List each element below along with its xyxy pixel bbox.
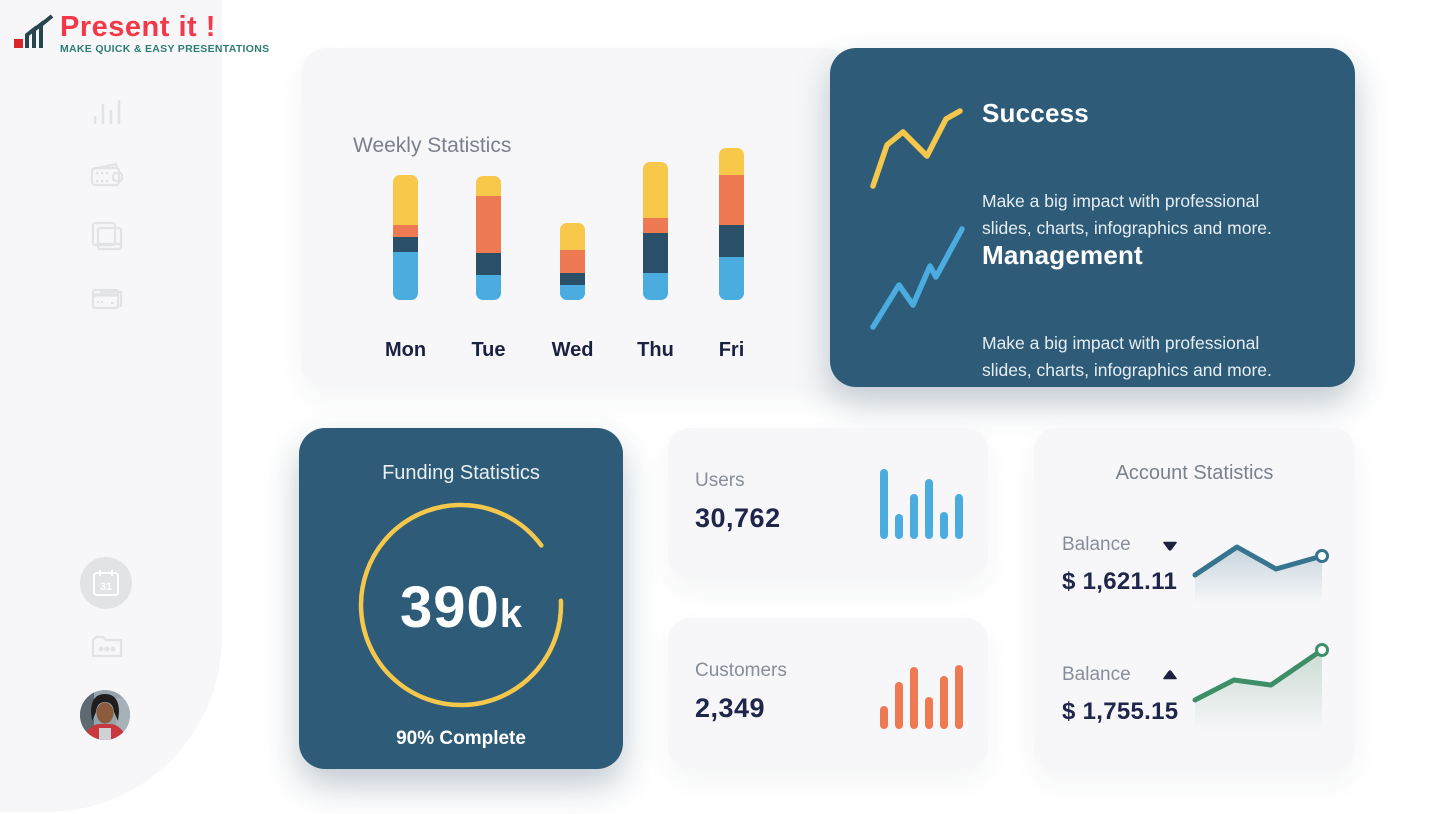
funding-value-number: 390 [399,575,500,640]
users-bar-chart [880,467,963,539]
weekly-fri-segment-yellow [719,148,744,175]
trend-up-icon [1163,670,1177,680]
users-bars-bar-1 [895,514,903,539]
weekly-axis-label-thu: Thu [637,339,674,361]
customers-bars-bar-3 [925,697,933,729]
customers-bars-bar-2 [910,667,918,729]
logo-mark-icon [12,10,54,57]
funding-progress-ring [358,502,564,708]
balance-sparkline-2 [1192,643,1329,733]
weekly-mon-segment-orange [393,225,418,237]
weekly-fri-segment-orange [719,175,744,225]
sidebar-item-bar-chart[interactable] [88,93,126,131]
promo-management-desc: Make a big impact with professional slid… [982,333,1272,380]
balance-value-2: $ 1,755.15 [1062,698,1179,725]
customers-value: 2,349 [695,693,766,723]
sidebar-item-calendar[interactable]: 31 [80,557,132,609]
customers-bars-bar-5 [955,665,963,729]
weekly-tue-segment-yellow [476,176,501,196]
weekly-axis-label-wed: Wed [551,339,594,361]
calendar-31-icon: 31 [93,570,119,596]
users-bars-bar-2 [910,494,918,539]
user-avatar[interactable] [80,690,130,740]
sidebar-item-credit-card[interactable] [88,280,126,318]
customers-bars-bar-1 [895,682,903,729]
weekly-thu-segment-navy [643,233,668,273]
weekly-mon-segment-blue [393,252,418,300]
weekly-axis-label-mon: Mon [384,339,427,361]
copy-icon [91,221,123,251]
users-card: Users 30,762 [668,428,988,578]
funding-value-suffix: k [499,592,523,636]
svg-text:31: 31 [100,581,112,593]
promo-management-title: Management [982,240,1143,270]
users-bars-bar-0 [880,469,888,539]
weekly-fri-segment-blue [719,257,744,300]
promo-success-title: Success [982,98,1089,128]
bar-chart-icon [93,99,121,125]
logo: Present it ! MAKE QUICK & EASY PRESENTAT… [12,10,269,57]
customers-bar-chart [880,657,963,729]
weekly-mon-segment-yellow [393,175,418,225]
funding-statistics-card: Funding Statistics 390k 90% Complete [299,428,623,769]
weekly-wed-segment-blue [560,285,585,300]
funding-statistics-title: Funding Statistics [382,462,540,484]
funding-caption: 90% Complete [396,728,526,749]
credit-card-icon [91,288,123,310]
weekly-mon-segment-navy [393,237,418,252]
promo-success-desc: Make a big impact with professional slid… [982,191,1272,238]
sidebar-item-folder[interactable] [88,628,126,666]
wallet-icon [90,162,124,187]
customers-card: Customers 2,349 [668,618,988,768]
weekly-wed-segment-orange [560,250,585,273]
account-statistics-card: Account Statistics Balance $ 1,621.11 Ba… [1034,428,1355,771]
balance-label-1: Balance [1062,534,1131,555]
weekly-thu-segment-yellow [643,162,668,218]
sidebar-item-wallet[interactable] [88,155,126,193]
users-label: Users [695,470,745,491]
weekly-axis-label-fri: Fri [718,339,745,361]
account-statistics-title: Account Statistics [1115,462,1274,484]
balance-sparkline-1 [1192,544,1329,604]
weekly-wed-segment-yellow [560,223,585,250]
weekly-thu-segment-blue [643,273,668,300]
users-bars-bar-3 [925,479,933,539]
weekly-statistics-title: Weekly Statistics [353,134,512,157]
logo-tagline: MAKE QUICK & EASY PRESENTATIONS [60,43,270,56]
weekly-fri-segment-navy [719,225,744,257]
sidebar-nav: 31 [0,0,222,812]
avatar-image [80,690,130,740]
folder-icon [91,635,123,658]
promo-card: Success Make a big impact with professio… [830,48,1355,387]
weekly-thu-segment-orange [643,218,668,233]
weekly-statistics-card: Weekly Statistics Mon Tue Wed Thu Fri [301,48,851,387]
balance-value-1: $ 1,621.11 [1062,568,1178,595]
customers-bars-bar-4 [940,676,948,729]
weekly-axis-label-tue: Tue [471,339,506,361]
weekly-tue-segment-blue [476,275,501,300]
weekly-stacked-bar-chart: Mon Tue Wed Thu Fri [301,48,851,387]
customers-label: Customers [695,660,787,681]
blue-line-chart-icon [870,226,965,330]
trend-down-icon [1163,541,1177,551]
customers-bars-bar-0 [880,706,888,729]
yellow-line-chart-icon [870,108,965,193]
weekly-tue-segment-orange [476,196,501,253]
users-bars-bar-5 [955,494,963,539]
weekly-wed-segment-navy [560,273,585,285]
sidebar [0,0,222,812]
sidebar-item-copy[interactable] [88,217,126,255]
funding-value: 390k [299,574,623,641]
balance-label-2: Balance [1062,664,1131,685]
users-value: 30,762 [695,503,781,533]
logo-title: Present it ! [60,11,216,43]
weekly-tue-segment-navy [476,253,501,275]
users-bars-bar-4 [940,512,948,539]
